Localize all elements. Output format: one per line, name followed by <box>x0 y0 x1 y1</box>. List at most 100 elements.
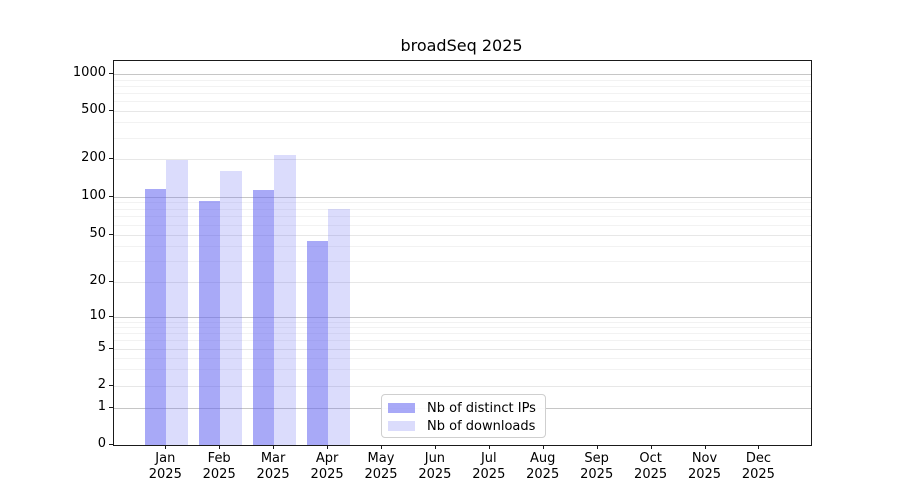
gridline <box>114 159 811 161</box>
x-tick-month: Jan <box>155 451 176 466</box>
x-tick-label: Sep 2025 <box>565 451 629 483</box>
x-tick-mark <box>434 445 436 449</box>
y-tick-label: 5 <box>97 339 106 355</box>
x-tick-year: 2025 <box>364 467 398 482</box>
minor-gridline <box>114 224 811 226</box>
bar <box>220 170 242 445</box>
y-tick-label: 0 <box>97 436 106 451</box>
plot-area: Nb of distinct IPs Nb of downloads <box>113 60 812 446</box>
minor-gridline <box>114 246 811 248</box>
y-tick-mark <box>109 73 113 75</box>
y-tick-label: 1 <box>97 398 106 414</box>
x-tick-month: Oct <box>639 451 662 466</box>
x-tick-mark <box>327 445 329 449</box>
x-tick-month: Dec <box>745 451 771 466</box>
x-tick-mark <box>488 445 490 449</box>
y-tick-label: 20 <box>89 273 106 288</box>
y-tick-mark <box>109 385 113 386</box>
bar <box>274 154 296 445</box>
minor-gridline <box>114 101 811 102</box>
x-tick-year: 2025 <box>256 467 290 482</box>
minor-gridline <box>114 137 811 139</box>
x-tick-year: 2025 <box>418 467 452 482</box>
x-tick-year: 2025 <box>526 467 560 482</box>
y-tick-label: 50 <box>89 225 106 241</box>
legend-label: Nb of downloads <box>427 418 536 434</box>
x-tick-label: Apr 2025 <box>295 451 359 483</box>
x-tick-label: Feb 2025 <box>187 451 251 483</box>
y-tick-label: 500 <box>81 101 106 117</box>
x-tick-mark <box>704 445 706 449</box>
y-tick-label: 1000 <box>72 65 106 81</box>
y-tick-mark <box>109 158 113 160</box>
y-tick-label: 10 <box>89 308 106 323</box>
y-tick-mark <box>109 109 113 111</box>
x-tick-month: Jul <box>480 451 497 466</box>
x-tick-label: Oct 2025 <box>619 451 683 483</box>
x-tick-mark <box>758 445 760 449</box>
minor-gridline <box>114 122 811 124</box>
legend-label: Nb of distinct IPs <box>427 400 536 416</box>
minor-gridline <box>114 261 811 262</box>
x-tick-year: 2025 <box>472 467 506 482</box>
x-tick-month: Sep <box>584 451 609 466</box>
x-tick-month: Aug <box>529 451 556 466</box>
legend-item-downloads: Nb of downloads <box>388 417 537 435</box>
x-tick-mark <box>381 445 382 449</box>
x-tick-label: Dec 2025 <box>726 451 790 483</box>
chart-title: broadSeq 2025 <box>400 36 523 55</box>
bar <box>144 188 167 445</box>
x-tick-label: Aug 2025 <box>511 451 575 483</box>
x-tick-year: 2025 <box>202 467 236 482</box>
gridline <box>114 74 811 76</box>
y-tick-mark <box>109 444 113 445</box>
bar <box>166 160 188 445</box>
y-tick-label: 2 <box>97 377 106 392</box>
y-tick-mark <box>109 195 113 197</box>
minor-gridline <box>114 202 811 204</box>
minor-gridline <box>114 321 811 323</box>
gridline <box>114 282 811 283</box>
x-tick-mark <box>273 445 275 449</box>
y-tick-label: 100 <box>81 187 106 203</box>
x-tick-mark <box>650 445 652 449</box>
minor-gridline <box>114 327 811 329</box>
gridline <box>114 348 811 350</box>
gridline <box>114 386 811 387</box>
x-tick-label: Jul 2025 <box>457 451 521 483</box>
x-tick-year: 2025 <box>310 467 344 482</box>
x-tick-year: 2025 <box>741 467 775 482</box>
minor-gridline <box>114 79 811 81</box>
x-tick-month: Feb <box>207 451 231 466</box>
bar <box>306 241 329 445</box>
minor-gridline <box>114 92 811 94</box>
legend-swatch-distinct-ips <box>388 403 415 413</box>
x-tick-mark <box>219 445 221 449</box>
minor-gridline <box>114 340 811 342</box>
bar <box>252 190 275 445</box>
gridline <box>114 110 811 112</box>
bar <box>198 200 221 445</box>
minor-gridline <box>114 86 811 87</box>
minor-gridline <box>114 357 811 359</box>
minor-gridline <box>114 216 811 218</box>
x-tick-mark <box>596 445 598 449</box>
x-tick-month: Nov <box>691 451 718 466</box>
y-tick-mark <box>109 347 113 349</box>
legend-swatch-downloads <box>388 421 415 431</box>
gridline <box>114 196 811 198</box>
x-tick-year: 2025 <box>687 467 722 482</box>
x-tick-month: Mar <box>260 451 286 466</box>
y-tick-mark <box>109 233 113 235</box>
bar <box>328 209 350 445</box>
x-tick-year: 2025 <box>148 467 182 482</box>
legend-item-distinct-ips: Nb of distinct IPs <box>388 399 537 417</box>
x-tick-year: 2025 <box>634 467 668 482</box>
minor-gridline <box>114 208 811 210</box>
x-tick-label: Nov 2025 <box>673 451 737 483</box>
x-tick-month: Jun <box>424 451 446 466</box>
minor-gridline <box>114 333 811 335</box>
x-tick-label: May 2025 <box>349 451 413 483</box>
gridline <box>114 234 811 236</box>
